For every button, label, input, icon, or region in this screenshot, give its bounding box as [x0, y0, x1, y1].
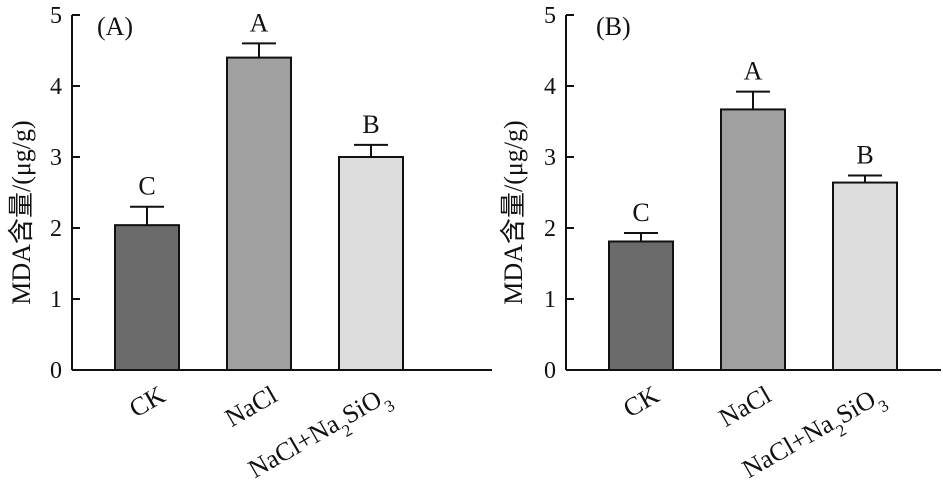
y-tick-label: 4	[544, 74, 556, 100]
x-tick-label-subscript: 3	[875, 395, 892, 416]
x-tick-label-text: NaCl+Na	[737, 409, 838, 484]
bar-ck	[608, 240, 674, 371]
y-tick-label: 5	[544, 3, 556, 29]
panel-label: (A)	[97, 12, 133, 41]
y-tick-label: 2	[544, 216, 556, 242]
bar-ck	[114, 224, 180, 371]
x-tick-label-text: NaCl	[714, 380, 776, 433]
y-tick-label: 2	[50, 216, 62, 242]
bar-nacl	[720, 108, 786, 372]
chart-panel-b: 012345MDA含量/(μg/g)(B)CCKANaClBNaCl+Na2Si…	[499, 3, 941, 484]
y-tick-label: 0	[50, 358, 62, 384]
x-tick-label-text: CK	[124, 380, 170, 423]
significance-label: A	[250, 8, 269, 37]
y-tick-label: 1	[50, 287, 62, 313]
chart-panel-a: 012345MDA含量/(μg/g)(A)CCKANaClBNaCl+Na2Si…	[7, 3, 492, 484]
bar-nacl	[226, 56, 292, 371]
significance-label: C	[632, 198, 649, 227]
y-tick-label: 0	[544, 358, 556, 384]
significance-label: A	[744, 57, 763, 86]
x-tick-label: CK	[618, 380, 664, 423]
y-axis-title: MDA含量/(μg/g)	[499, 120, 528, 304]
significance-label: B	[856, 140, 873, 169]
y-tick-label: 3	[50, 145, 62, 171]
x-tick-label-text: CK	[618, 380, 664, 423]
y-axis-title: MDA含量/(μg/g)	[7, 120, 36, 304]
x-tick-label-text: NaCl	[220, 380, 282, 433]
significance-label: C	[138, 172, 155, 201]
x-tick-label: NaCl	[220, 380, 282, 433]
y-tick-label: 3	[544, 145, 556, 171]
x-tick-label-subscript: 3	[381, 395, 398, 416]
x-tick-label: NaCl	[714, 380, 776, 433]
y-tick-label: 5	[50, 3, 62, 29]
x-tick-label: CK	[124, 380, 170, 423]
bar-nacl-na2sio3	[338, 156, 404, 371]
y-tick-label: 1	[544, 287, 556, 313]
bar-nacl-na2sio3	[832, 181, 898, 371]
x-tick-label-text: NaCl+Na	[243, 409, 344, 484]
significance-label: B	[362, 110, 379, 139]
panel-label: (B)	[596, 12, 631, 41]
y-tick-label: 4	[50, 74, 62, 100]
